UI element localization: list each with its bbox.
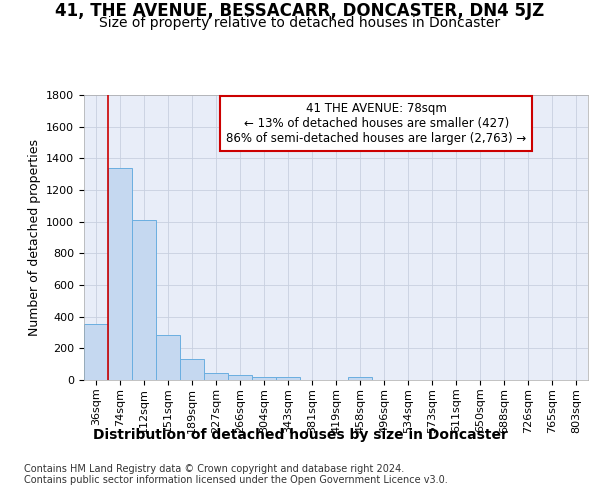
Bar — [156, 335, 180, 380]
Text: Contains HM Land Registry data © Crown copyright and database right 2024.: Contains HM Land Registry data © Crown c… — [24, 464, 404, 474]
Text: Distribution of detached houses by size in Doncaster: Distribution of detached houses by size … — [92, 428, 508, 442]
Bar — [204, 374, 228, 380]
Bar — [348, 377, 372, 380]
Bar — [132, 220, 156, 380]
Bar — [276, 377, 300, 380]
Bar — [228, 375, 252, 380]
Text: Size of property relative to detached houses in Doncaster: Size of property relative to detached ho… — [100, 16, 500, 30]
Text: Contains public sector information licensed under the Open Government Licence v3: Contains public sector information licen… — [24, 475, 448, 485]
Bar — [252, 376, 276, 380]
Text: 41, THE AVENUE, BESSACARR, DONCASTER, DN4 5JZ: 41, THE AVENUE, BESSACARR, DONCASTER, DN… — [55, 2, 545, 21]
Bar — [180, 360, 204, 380]
Bar — [108, 168, 132, 380]
Y-axis label: Number of detached properties: Number of detached properties — [28, 139, 41, 336]
Bar — [84, 324, 108, 380]
Text: 41 THE AVENUE: 78sqm
← 13% of detached houses are smaller (427)
86% of semi-deta: 41 THE AVENUE: 78sqm ← 13% of detached h… — [226, 102, 526, 145]
